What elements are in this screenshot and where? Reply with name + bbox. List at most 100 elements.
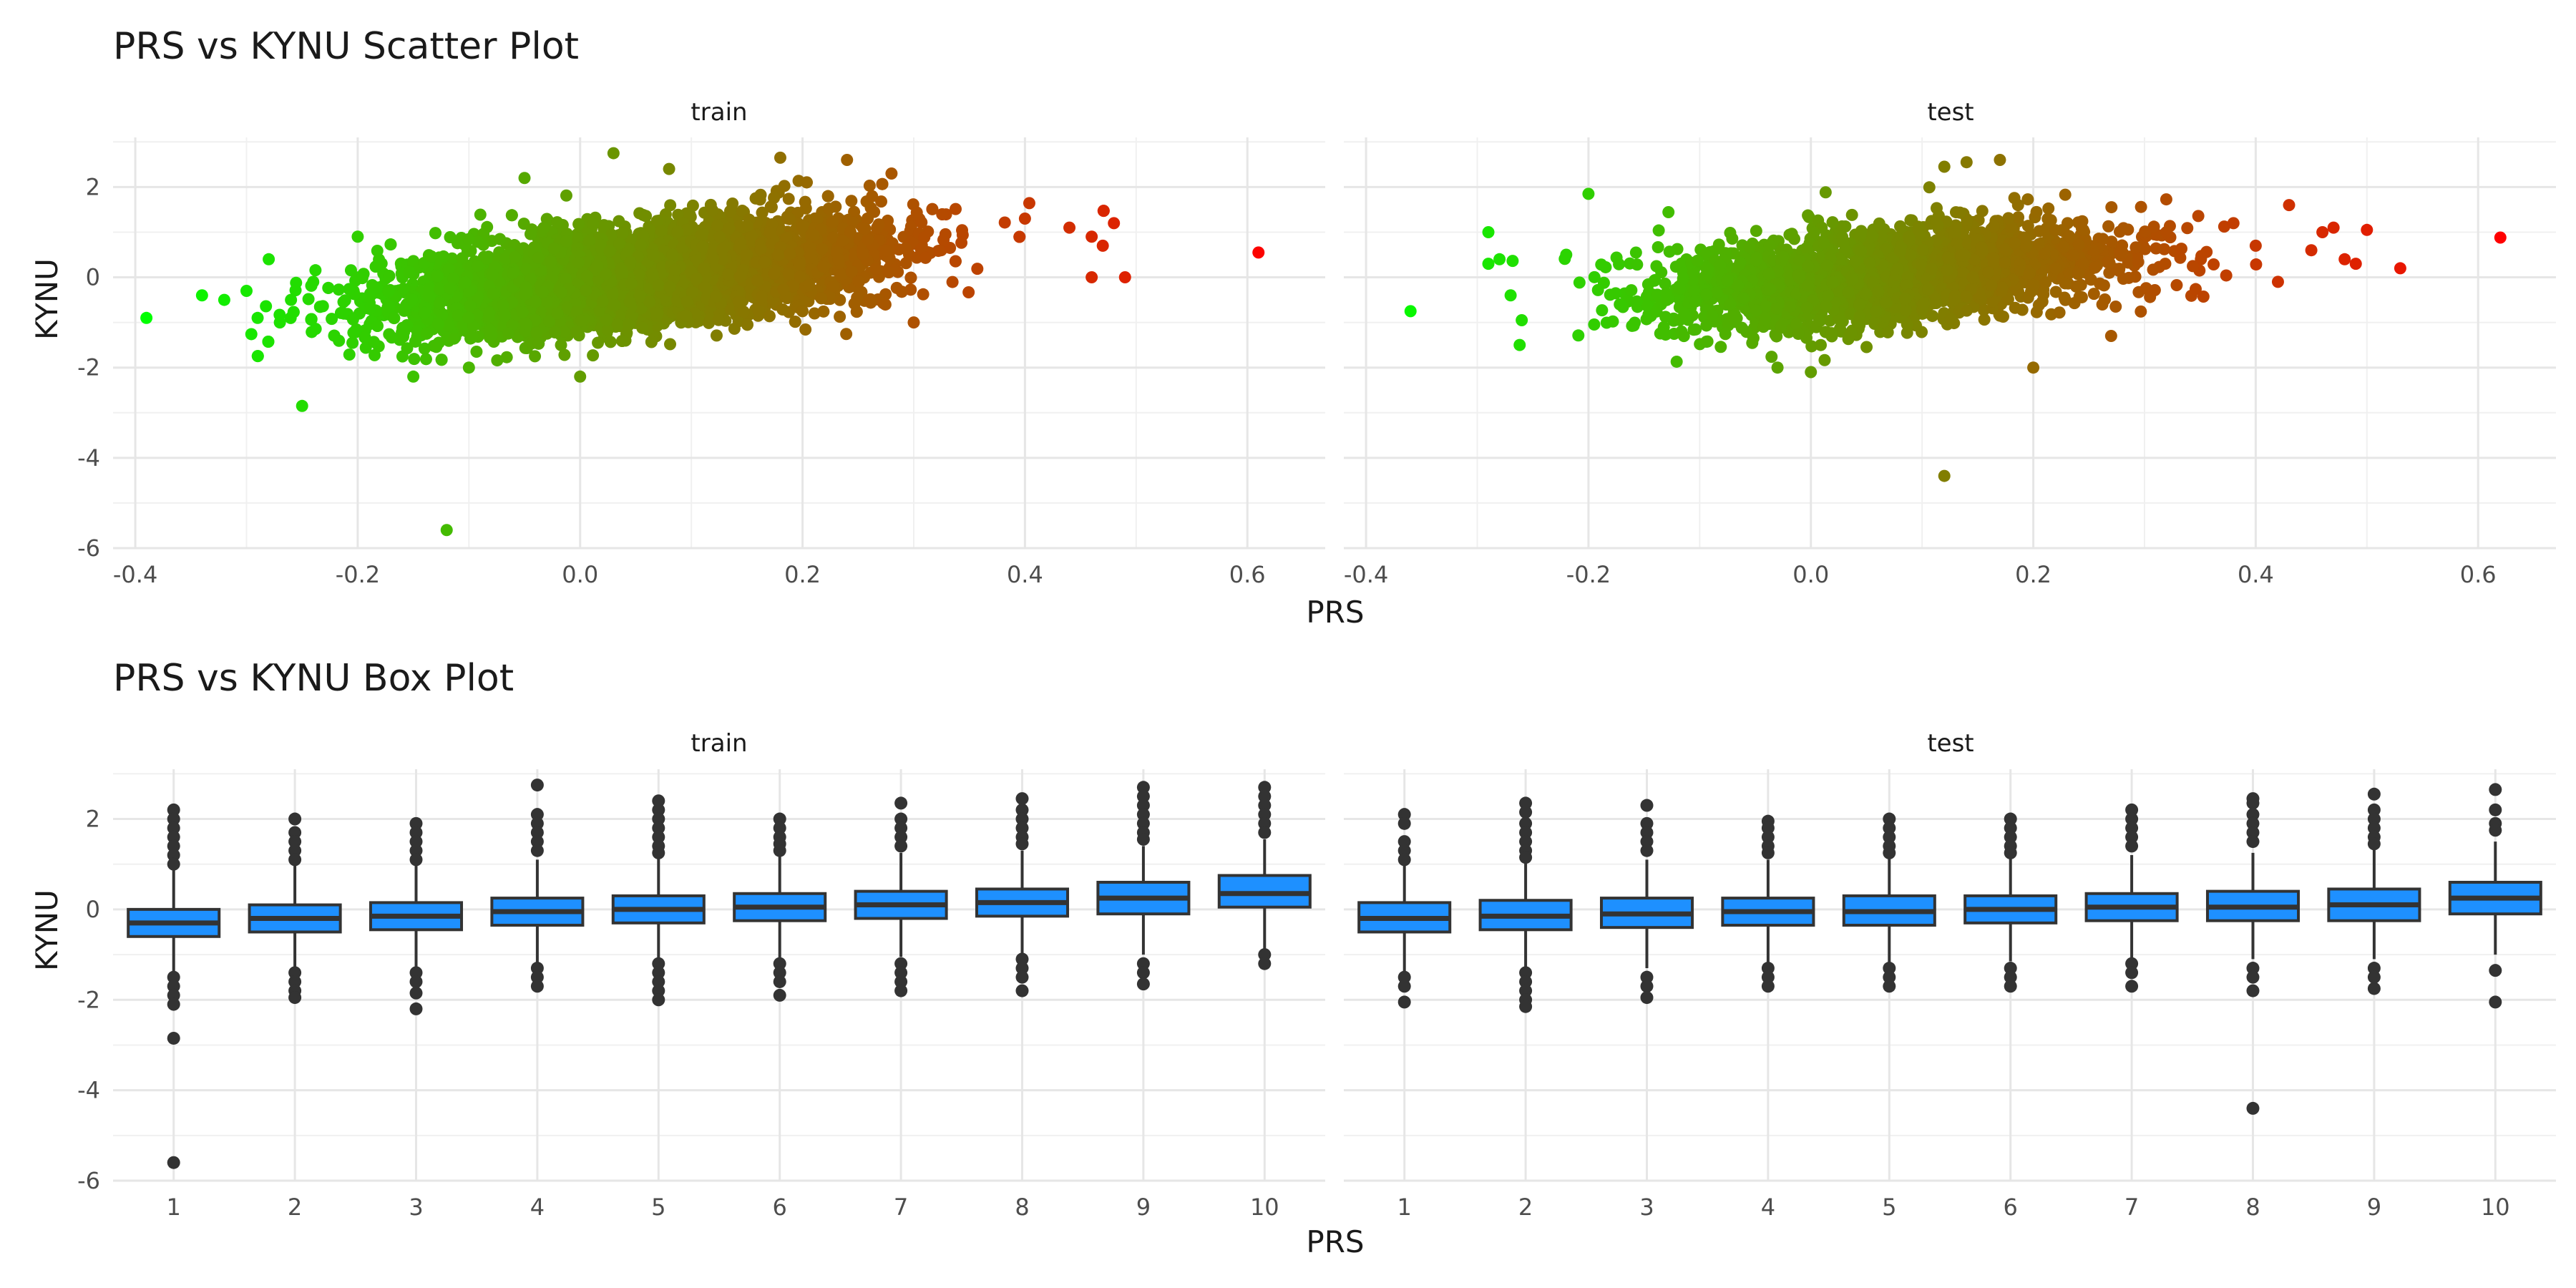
scatter-point	[262, 336, 275, 348]
scatter-point	[570, 326, 583, 338]
scatter-point	[615, 335, 628, 348]
scatter-point	[799, 195, 811, 208]
scatter-point	[431, 270, 444, 283]
scatter-point	[1097, 205, 1110, 218]
scatter-point	[879, 298, 892, 311]
scatter-point	[776, 303, 789, 316]
scatter-point	[815, 292, 828, 305]
scatter-point	[398, 326, 411, 338]
scatter-point	[435, 353, 448, 366]
scatter-point	[430, 341, 443, 353]
scatter-point	[604, 336, 617, 348]
scatter-point	[326, 313, 338, 326]
scatter-point	[343, 348, 356, 361]
scatter-point	[371, 320, 384, 333]
scatter-point	[655, 224, 668, 237]
scatter-point	[386, 331, 399, 344]
scatter-point	[551, 216, 564, 229]
scatter-point	[418, 342, 431, 355]
scatter-point	[712, 313, 725, 326]
scatter-point	[936, 208, 949, 220]
scatter-point	[245, 328, 258, 341]
scatter-point	[530, 326, 543, 339]
scatter-point	[409, 335, 421, 348]
scatter-point	[876, 177, 889, 190]
scatter-point	[470, 345, 483, 358]
scatter-point	[375, 257, 388, 270]
scatter-point	[613, 215, 625, 228]
scatter-point	[834, 311, 847, 323]
scatter-point	[346, 336, 359, 349]
scatter-point	[382, 285, 395, 298]
scatter-point	[863, 180, 876, 192]
scatter-point	[664, 338, 677, 351]
scatter-point	[309, 264, 322, 277]
scatter-point	[971, 263, 984, 275]
scatter-point	[587, 218, 600, 230]
scatter-point	[537, 222, 550, 235]
scatter-point	[956, 224, 969, 237]
scatter-point	[420, 327, 433, 340]
scatter-point	[313, 301, 326, 313]
scatter-point	[529, 350, 542, 363]
scatter-point	[434, 297, 447, 310]
scatter-point	[338, 307, 351, 320]
scatter-point	[419, 353, 432, 366]
scatter-point	[861, 212, 874, 225]
scatter-point	[946, 275, 959, 288]
scatter-point	[664, 199, 677, 212]
scatter-point	[500, 351, 513, 364]
scatter-point	[937, 233, 950, 246]
scatter-point	[869, 262, 882, 275]
scatter-point	[388, 312, 401, 325]
scatter-point	[852, 275, 865, 288]
scatter-point	[826, 215, 839, 228]
scatter-point	[260, 300, 273, 313]
scatter-point	[822, 203, 835, 215]
scatter-point	[287, 306, 300, 318]
scatter-point	[998, 216, 1011, 229]
scatter-point	[710, 329, 723, 342]
scatter-point	[932, 245, 945, 258]
scatter-point	[680, 309, 693, 322]
scatter-point	[444, 231, 457, 244]
scatter-point	[572, 218, 585, 230]
scatter-point	[328, 329, 341, 342]
scatter-point	[474, 208, 487, 221]
scatter-point	[722, 268, 735, 281]
scatter-point	[636, 321, 649, 334]
scatter-point	[821, 190, 834, 203]
scatter-point	[498, 309, 511, 322]
scatter-point	[397, 283, 410, 296]
scatter-point	[1023, 197, 1035, 210]
scatter-point	[403, 266, 416, 279]
scatter-point	[611, 318, 624, 331]
scatter-point	[560, 235, 572, 248]
scatter-point	[306, 326, 318, 338]
scatter-panel-train: train -0.4 -0.2 0.0 0.2 0.4 0.6	[113, 98, 1325, 588]
scatter-point	[864, 293, 877, 306]
scatter-point	[424, 291, 436, 303]
scatter-point	[305, 313, 318, 326]
scatter-point	[494, 233, 507, 245]
scatter-point	[840, 328, 853, 341]
scatter-strip-train: train	[691, 98, 747, 127]
scatter-point	[862, 233, 874, 246]
scatter-point	[429, 227, 441, 240]
scatter-point	[343, 283, 356, 296]
scatter-point	[765, 201, 778, 214]
scatter-point	[895, 286, 908, 298]
scatter-point	[706, 204, 719, 217]
scatter-point	[532, 337, 545, 350]
scatter-point	[302, 293, 315, 306]
scatter-point	[955, 236, 968, 249]
scatter-point	[949, 255, 962, 268]
scatter-point	[778, 180, 791, 192]
scatter-point	[796, 305, 809, 318]
scatter-point	[384, 238, 397, 251]
scatter-train-points	[140, 147, 1265, 537]
scatter-point	[383, 270, 396, 283]
scatter-point	[817, 305, 830, 318]
scatter-point	[645, 336, 658, 348]
